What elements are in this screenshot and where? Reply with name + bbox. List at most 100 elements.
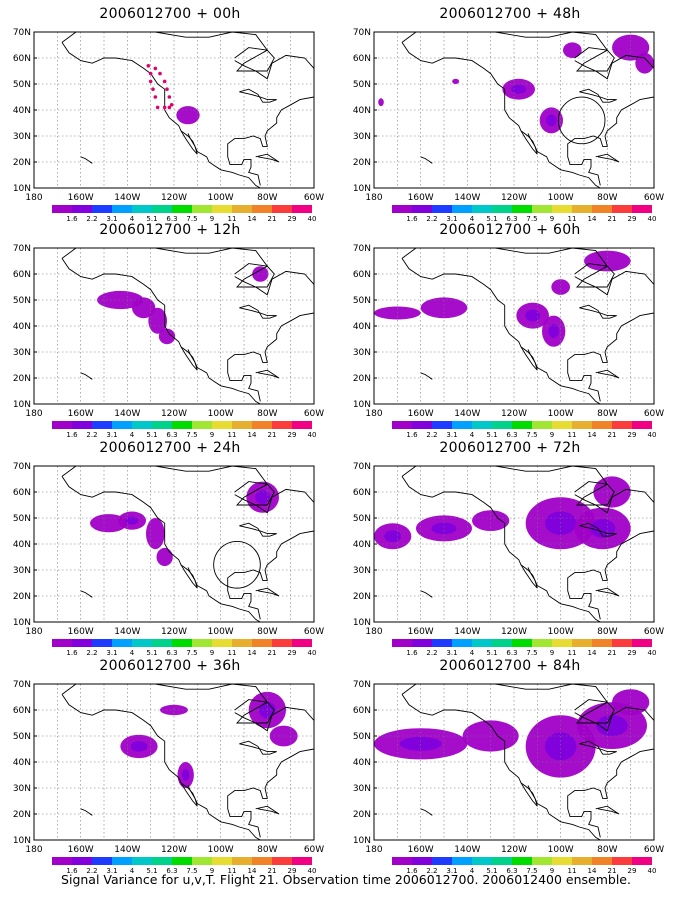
coastline: [567, 312, 654, 402]
coastline: [595, 153, 620, 163]
colorbar-label: 4: [130, 431, 135, 439]
longitude-label: 80W: [597, 409, 617, 419]
colorbar-label: 3.1: [446, 867, 457, 875]
colorbar-swatch: [532, 421, 552, 429]
colorbar-swatch: [492, 205, 512, 213]
colorbar-label: 5.1: [486, 649, 497, 657]
colorbar-swatch: [52, 205, 72, 213]
variance-area: [420, 297, 468, 319]
colorbar-label: 21: [608, 431, 617, 439]
colorbar-label: 3.1: [446, 649, 457, 657]
latitude-label: 30N: [353, 566, 371, 576]
panel-title: 2006012700 + 48h: [439, 6, 581, 22]
flight-track-dot: [153, 66, 158, 71]
colorbar-swatch: [532, 205, 552, 213]
colorbar-swatch: [112, 205, 132, 213]
longitude-label: 140W: [454, 193, 480, 203]
variance-core: [511, 84, 527, 94]
colorbar-swatch: [272, 857, 292, 865]
longitude-label: 120W: [161, 193, 187, 203]
longitude-label: 180: [365, 193, 382, 203]
longitude-label: 80W: [257, 193, 277, 203]
colorbar-swatch: [172, 639, 192, 647]
colorbar-swatch: [452, 639, 472, 647]
longitude-label: 120W: [501, 845, 527, 855]
variance-area: [158, 328, 176, 345]
colorbar-label: 1.6: [66, 867, 78, 875]
colorbar-swatch: [552, 857, 572, 865]
coastline: [567, 748, 654, 838]
latitude-label: 70N: [353, 28, 371, 38]
latitude-label: 40N: [13, 540, 31, 550]
map-panel-p12: 2006012700 + 12h 70N 60N 50N 40N 30N 20N 10N 180…: [0, 218, 340, 439]
longitude-label: 160W: [68, 845, 94, 855]
colorbar-swatch: [232, 857, 252, 865]
colorbar-swatch: [92, 639, 112, 647]
latitude-label: 10N: [353, 184, 371, 194]
colorbar-label: 29: [288, 867, 297, 875]
variance-area: [156, 547, 173, 567]
longitude-label: 180: [25, 409, 42, 419]
colorbar-label: 9: [210, 215, 214, 223]
colorbar-swatch: [172, 421, 192, 429]
colorbar-swatch: [432, 857, 452, 865]
latitude-label: 60N: [13, 706, 31, 716]
variance-area: [269, 725, 298, 747]
panel-title: 2006012700 + 00h: [99, 6, 241, 22]
longitude-label: 160W: [68, 193, 94, 203]
coastline: [255, 153, 280, 163]
colorbar-swatch: [172, 857, 192, 865]
coastline: [574, 263, 615, 288]
verification-circle: [213, 541, 261, 589]
coastline: [239, 304, 277, 319]
colorbar-label: 6.3: [506, 431, 517, 439]
colorbar-label: 29: [628, 431, 637, 439]
latitude-label: 70N: [353, 244, 371, 254]
longitude-label: 180: [25, 845, 42, 855]
panel-title: 2006012700 + 12h: [99, 222, 241, 238]
colorbar-label: 5.1: [486, 431, 497, 439]
colorbar-swatch: [492, 639, 512, 647]
coastline: [579, 522, 617, 537]
colorbar-label: 2.2: [86, 867, 97, 875]
latitude-label: 40N: [13, 106, 31, 116]
colorbar-swatch: [232, 205, 252, 213]
colorbar-swatch: [132, 205, 152, 213]
latitude-label: 50N: [13, 296, 31, 306]
colorbar-swatch: [212, 421, 232, 429]
colorbar-swatch: [152, 205, 172, 213]
colorbar-label: 9: [550, 215, 554, 223]
flight-track-dot: [146, 64, 151, 68]
longitude-label: 140W: [114, 627, 140, 637]
latitude-label: 50N: [353, 296, 371, 306]
coastline: [234, 481, 275, 506]
coastline: [61, 694, 261, 840]
variance-area: [612, 34, 650, 61]
colorbar-label: 4: [130, 215, 135, 223]
longitude-label: 120W: [161, 627, 187, 637]
colorbar-swatch: [252, 421, 272, 429]
longitude-label: 60W: [304, 845, 324, 855]
coastline: [180, 564, 198, 589]
colorbar-swatch: [292, 205, 312, 213]
colorbar-label: 7.5: [526, 649, 537, 657]
variance-area: [472, 510, 510, 531]
colorbar-swatch: [472, 205, 492, 213]
longitude-label: 140W: [454, 845, 480, 855]
colorbar-label: 5.1: [486, 867, 497, 875]
colorbar-label: 9: [550, 431, 554, 439]
longitude-label: 80W: [597, 627, 617, 637]
colorbar-swatch: [472, 639, 492, 647]
colorbar-label: 21: [268, 649, 277, 657]
colorbar-swatch: [232, 421, 252, 429]
coastline: [234, 699, 275, 724]
colorbar-label: 2.2: [426, 649, 437, 657]
longitude-label: 60W: [644, 627, 664, 637]
latitude-label: 40N: [353, 106, 371, 116]
coastline: [567, 96, 654, 186]
coastline: [401, 32, 654, 80]
latitude-label: 10N: [13, 618, 31, 628]
coastline: [401, 694, 601, 840]
